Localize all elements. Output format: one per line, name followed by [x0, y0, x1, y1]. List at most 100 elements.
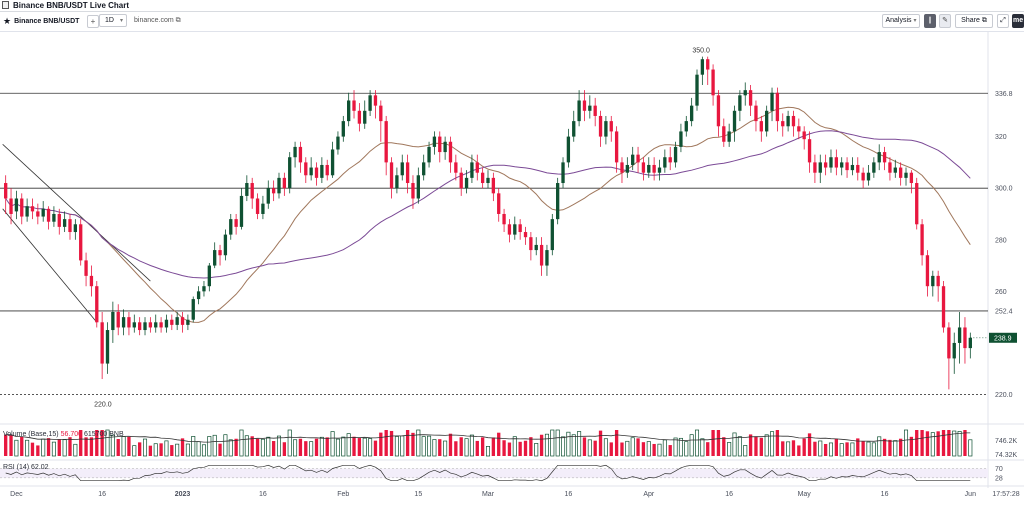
candle-body: [14, 198, 19, 212]
volume-bar: [678, 437, 683, 457]
candle-body: [823, 162, 828, 168]
volume-bar: [319, 436, 324, 457]
volume-bar: [662, 439, 667, 457]
volume-bar: [57, 439, 61, 456]
volume-bar: [153, 443, 158, 457]
candle-body: [137, 322, 142, 331]
add-symbol-button[interactable]: +: [87, 15, 99, 28]
candle-body: [416, 175, 420, 199]
volume-bar: [609, 442, 613, 456]
candle: [30, 198, 35, 220]
share-button[interactable]: Share ⧉: [955, 14, 993, 28]
volume-bar: [400, 435, 405, 457]
pause-button[interactable]: ∥: [924, 14, 936, 28]
candle: [539, 237, 544, 276]
site-link[interactable]: binance.com ⧉: [134, 14, 181, 27]
volume-bar: [448, 433, 453, 456]
volume-bar: [148, 445, 153, 456]
volume-bar: [207, 436, 212, 457]
candle: [186, 314, 190, 331]
volume-bar: [89, 437, 94, 456]
volume-bar: [850, 442, 855, 457]
candle: [363, 100, 367, 129]
candle-body: [330, 149, 335, 176]
volume-bar: [706, 442, 710, 456]
candle: [647, 157, 651, 178]
volume-bar: [276, 435, 282, 457]
candle: [384, 115, 388, 176]
candle: [877, 144, 881, 171]
volume-bar: [947, 430, 951, 456]
volume-bar: [641, 442, 646, 456]
window-titlebar: Binance BNB/USDT Live Chart: [0, 0, 1024, 12]
analysis-button[interactable]: Analysis ▾: [882, 14, 920, 28]
candle-body: [480, 172, 485, 184]
candle-body: [9, 198, 13, 214]
candle: [813, 154, 817, 184]
volume-bar: [330, 431, 335, 457]
candle-body: [111, 311, 115, 331]
volume-bar: [212, 434, 217, 457]
volume-bar: [915, 430, 919, 456]
candle-body: [427, 146, 431, 163]
volume-average-line: [5, 432, 971, 443]
fullscreen-button[interactable]: ⤢: [997, 14, 1009, 28]
candle: [271, 180, 276, 202]
candle: [223, 229, 228, 261]
external-link-icon: ⧉: [981, 17, 987, 24]
candle-body: [807, 139, 812, 163]
candle-body: [829, 157, 833, 168]
candle: [52, 206, 56, 227]
volume-bar: [802, 438, 806, 456]
volume-bar: [689, 434, 694, 457]
volume-bar: [164, 440, 169, 457]
more-label: me: [1013, 17, 1024, 24]
volume-bar: [25, 439, 30, 457]
site-link-label: binance.com: [134, 17, 174, 24]
volume-bar: [925, 431, 930, 456]
candle-body: [52, 213, 56, 222]
star-icon[interactable]: ★: [3, 15, 12, 26]
volume-tick-label: 746.2K: [995, 438, 1018, 445]
candle-body: [373, 95, 378, 106]
interval-selector[interactable]: 1D ▾: [99, 14, 127, 27]
candle-body: [422, 162, 426, 176]
candle-body: [588, 105, 592, 111]
price-tick-label: 220.0: [995, 392, 1013, 399]
candle: [207, 262, 211, 292]
candle: [480, 167, 485, 189]
volume-bar: [856, 438, 860, 456]
volume-bar: [620, 442, 624, 456]
current-price-tag: [989, 332, 1017, 343]
candle-body: [288, 157, 292, 189]
candle: [529, 232, 533, 261]
volume-bar: [469, 434, 474, 457]
candle-body: [100, 322, 104, 364]
volume-bar: [871, 442, 876, 457]
candle: [309, 157, 313, 181]
draw-button[interactable]: ✎: [939, 14, 951, 28]
pause-icon: ∥: [928, 17, 932, 24]
rsi-tick-label: 28: [995, 475, 1003, 482]
volume-bar: [603, 438, 608, 457]
candle-body: [856, 164, 860, 173]
volume-tick-label: 74.32K: [995, 452, 1018, 459]
volume-bar: [737, 436, 742, 457]
candle: [229, 213, 233, 240]
candle: [582, 90, 587, 122]
volume-bar: [218, 443, 222, 456]
candle-body: [566, 136, 571, 163]
candle-body: [68, 219, 72, 233]
volume-bar: [51, 441, 56, 457]
volume-bar: [786, 441, 791, 457]
candle-body: [266, 188, 270, 204]
candle-body: [968, 337, 972, 349]
candle: [218, 244, 222, 266]
symbol-selector[interactable]: ★ Binance BNB/USDT: [3, 14, 79, 28]
volume-bar: [62, 439, 67, 457]
volume-bar: [384, 430, 388, 456]
candle-body: [84, 260, 88, 276]
candle-body: [866, 172, 871, 181]
volume-bar: [550, 429, 555, 457]
